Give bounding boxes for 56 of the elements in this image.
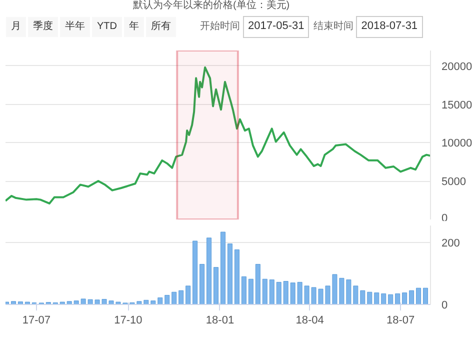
bar: [214, 267, 218, 304]
bar: [227, 244, 232, 304]
text: 开始时间: [200, 20, 240, 34]
text: 月: [6, 17, 26, 38]
bar: [283, 281, 288, 304]
bar: [374, 292, 380, 304]
bar: [192, 240, 198, 304]
text: 结束时间: [313, 20, 354, 34]
bar: [186, 286, 191, 304]
bar: [178, 290, 184, 304]
bar: [388, 294, 394, 304]
x-tick-label: 18-01: [206, 314, 234, 326]
bar: [158, 297, 163, 304]
bar: [150, 300, 156, 304]
bar: [234, 249, 240, 304]
bar: [248, 278, 254, 304]
y-tick-label: 5000: [442, 176, 466, 188]
bar: [206, 238, 212, 304]
bar: [200, 264, 205, 304]
bar: [220, 232, 226, 304]
line-series: [6, 66, 430, 204]
bar: [241, 276, 246, 304]
bar: [395, 293, 400, 304]
bar: [262, 278, 268, 304]
x-tick-label: 18-07: [386, 314, 415, 326]
text: 年: [124, 17, 144, 38]
x-tick-label: 17-10: [114, 314, 142, 326]
bar: [60, 302, 65, 304]
bar: [360, 290, 366, 304]
bar: [276, 282, 282, 304]
text: 2017-05-31: [243, 16, 310, 38]
bar: [402, 292, 408, 304]
bar: [255, 264, 260, 304]
x-tick-label: 17-07: [22, 314, 50, 326]
y-tick-label: 10000: [442, 138, 472, 150]
bar: [24, 302, 30, 304]
bar: [10, 301, 16, 304]
bar: [164, 294, 170, 304]
bar: [423, 288, 428, 304]
bar: [66, 301, 72, 304]
text: YTD: [92, 17, 122, 38]
bar: [367, 292, 372, 304]
bar: [416, 288, 422, 304]
x-tick-label: 18-04: [296, 314, 324, 326]
text: 半年: [60, 17, 90, 38]
text: 所有: [146, 17, 176, 38]
bar: [381, 293, 386, 304]
text: 季度: [28, 17, 58, 38]
y-tick-label: 0: [442, 300, 448, 312]
text: 2018-07-31: [356, 16, 423, 38]
bar: [409, 290, 414, 304]
bar: [172, 292, 177, 304]
y-tick-label: 200: [442, 238, 460, 250]
bar: [269, 279, 274, 304]
y-tick-label: 20000: [442, 60, 472, 73]
y-tick-label: 15000: [442, 99, 472, 112]
